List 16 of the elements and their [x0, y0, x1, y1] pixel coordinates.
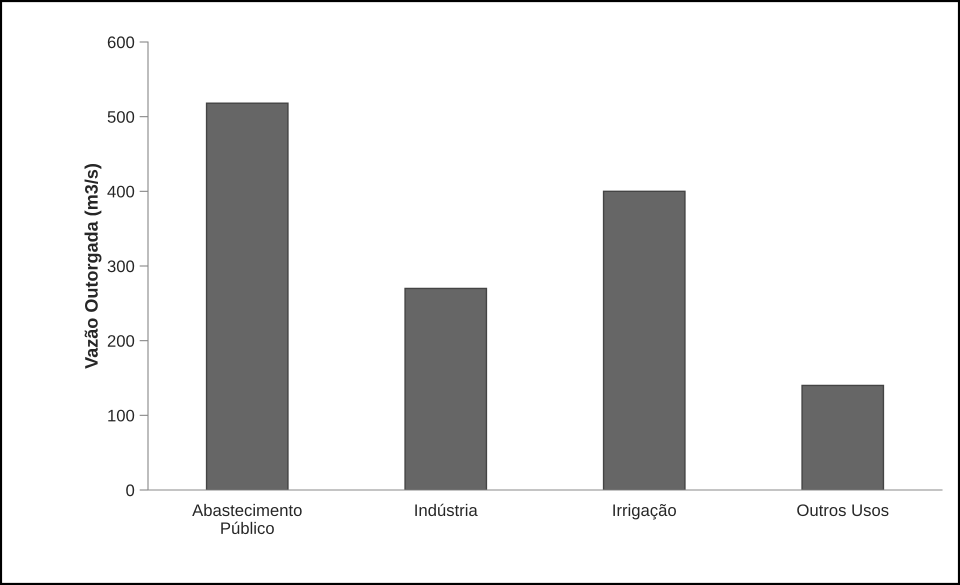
bar [602, 190, 686, 490]
x-tick-label: Irrigação [613, 504, 676, 520]
y-tick-label: 600 [108, 36, 134, 48]
y-tick-label: 400 [107, 186, 134, 198]
bar [404, 288, 488, 490]
x-tick-label: Indústria [415, 504, 478, 516]
x-tick-label: Outros Usos [797, 504, 888, 516]
y-tick-label: 100 [108, 410, 134, 422]
bar [206, 102, 289, 490]
y-tick-label: 300 [108, 260, 134, 272]
y-tick-label: 200 [108, 335, 134, 347]
y-axis-title: Vazão Outorgada (m3/s) [84, 164, 102, 369]
y-tick-label: 500 [108, 111, 134, 123]
y-tick-label: 0 [126, 484, 134, 496]
x-tick-label: Abastecimento Público [192, 504, 302, 534]
bar [801, 384, 884, 490]
